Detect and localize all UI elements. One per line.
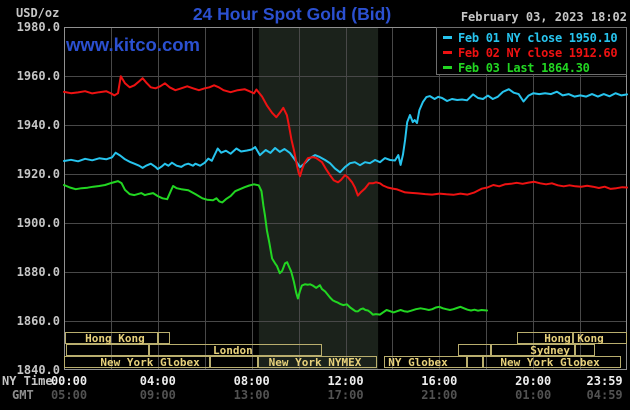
kitco-watermark: www.kitco.com (66, 34, 200, 55)
legend-item-feb03: Feb 03 Last 1864.30 (437, 60, 626, 75)
y-tick-label: 1940.0 (16, 117, 60, 132)
x-tick-ny-time: 08:00 (233, 374, 270, 388)
y-tick-label: 1960.0 (16, 68, 60, 83)
session-box (64, 332, 158, 344)
datetime-label: February 03, 2023 18:02 (460, 10, 627, 24)
x-tick-gmt: 17:00 (327, 388, 364, 402)
session-box (384, 356, 467, 368)
y-tick-label: 1840.0 (16, 362, 60, 377)
session-label-new-york-globex: New York Globex (100, 355, 200, 369)
session-label-hong-kong: Hong Kong (85, 331, 145, 345)
session-box (148, 344, 322, 356)
x-tick-gmt: 01:00 (515, 388, 552, 402)
x-tick-ny-time: 12:00 (327, 374, 364, 388)
y-tick-label: 1900.0 (16, 215, 60, 230)
legend-swatch-feb01-icon (443, 36, 452, 39)
session-label-new-york-globex: New York Globex (500, 355, 600, 369)
session-label-ny-globex: NY Globex (388, 355, 448, 369)
series-line-feb01 (63, 88, 628, 174)
page-title: 24 Hour Spot Gold (Bid) (192, 4, 392, 24)
x-tick-ny-time: 23:59 (586, 374, 623, 388)
session-box (258, 356, 377, 368)
y-tick-label: 1860.0 (16, 313, 60, 328)
x-tick-gmt: 09:00 (139, 388, 176, 402)
legend-item-feb01: Feb 01 NY close 1950.10 (437, 30, 626, 45)
session-label-hong-kong: Hong Kong (544, 331, 604, 345)
session-box (64, 356, 210, 368)
session-label-sydney: Sydney (530, 343, 570, 357)
session-box (209, 356, 258, 368)
x-tick-ny-time: 20:00 (515, 374, 552, 388)
plot-border (64, 27, 627, 370)
x-tick-ny-time: 00:00 (50, 374, 88, 388)
session-box (158, 332, 171, 344)
x-tick-gmt: 21:00 (421, 388, 458, 402)
x-tick-gmt: 13:00 (233, 388, 270, 402)
x-tick-gmt: 04:59 (586, 388, 623, 402)
session-label-london: London (213, 343, 253, 357)
legend: Feb 01 NY close 1950.10 Feb 02 NY close … (436, 27, 627, 75)
legend-label-feb03: Feb 03 Last 1864.30 (458, 60, 590, 75)
session-box (467, 356, 483, 368)
nymex-session-shaded-band (258, 27, 379, 370)
session-box (573, 332, 627, 344)
legend-swatch-feb03-icon (443, 66, 452, 69)
series-line-feb02 (63, 75, 628, 197)
legend-swatch-feb02-icon (443, 51, 452, 54)
session-box (490, 344, 575, 356)
x-tick-ny-time: 04:00 (139, 374, 176, 388)
legend-item-feb02: Feb 02 NY close 1912.60 (437, 45, 626, 60)
y-tick-label: 1880.0 (16, 264, 60, 279)
session-box (66, 344, 149, 356)
session-label-new-york-nymex: New York NYMEX (268, 355, 362, 369)
x-tick-ny-time: 16:00 (421, 374, 458, 388)
session-box (457, 344, 491, 356)
y-axis-unit: USD/oz (16, 6, 60, 20)
x-tick-gmt: 05:00 (50, 388, 88, 402)
legend-label-feb01: Feb 01 NY close 1950.10 (458, 30, 618, 45)
legend-label-feb02: Feb 02 NY close 1912.60 (458, 45, 618, 60)
y-tick-label: 1980.0 (16, 19, 60, 34)
gmt-axis-label: GMT (12, 388, 34, 402)
session-box (483, 356, 621, 368)
y-tick-label: 1920.0 (16, 166, 60, 181)
session-box (517, 332, 574, 344)
session-box (574, 344, 595, 356)
series-line-feb03 (63, 180, 488, 316)
ny-time-axis-label: NY Time (2, 374, 53, 388)
